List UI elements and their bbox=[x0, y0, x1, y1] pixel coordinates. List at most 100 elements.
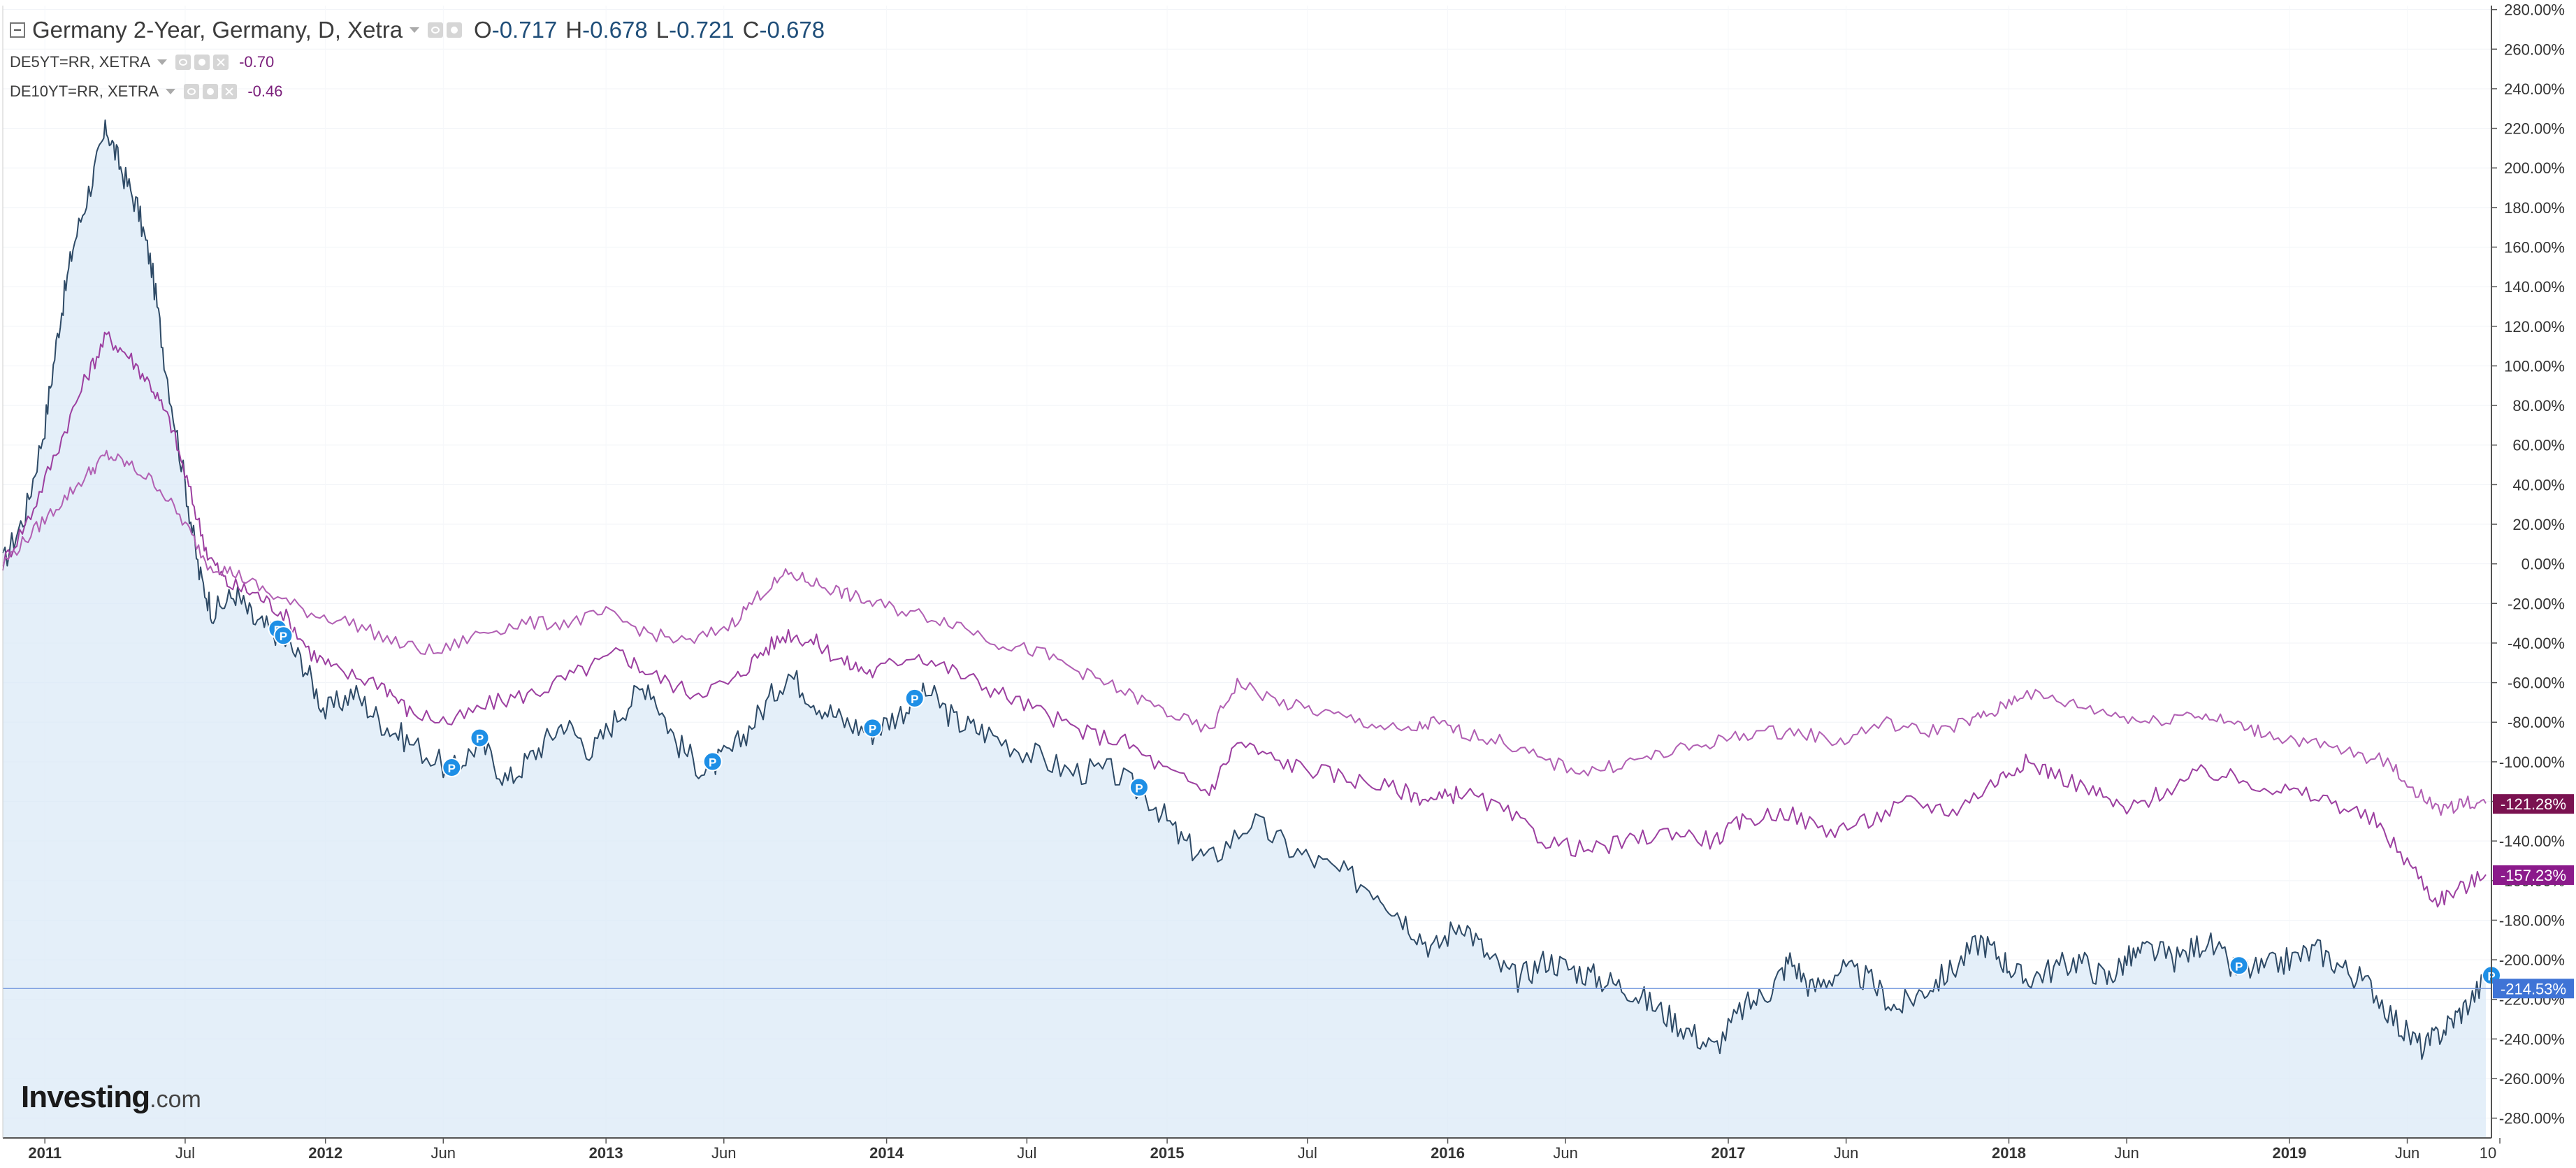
y-tick-label: 260.00% bbox=[2504, 41, 2565, 58]
event-marker[interactable] bbox=[702, 751, 723, 772]
high-value: -0.678 bbox=[582, 17, 648, 43]
y-tick-label: -60.00% bbox=[2508, 675, 2565, 692]
legend-title[interactable]: Germany 2-Year, Germany, D, Xetra bbox=[32, 17, 403, 43]
legend-de5y-label[interactable]: DE5YT=RR, XETRA bbox=[10, 53, 151, 71]
event-markers[interactable]: PPPPPPPPPP bbox=[268, 619, 2501, 986]
chevron-down-icon[interactable] bbox=[410, 27, 420, 33]
legend-de5y-value: -0.70 bbox=[239, 53, 275, 71]
x-tick-label: 2016 bbox=[1431, 1144, 1465, 1162]
y-tick-label: 140.00% bbox=[2504, 278, 2565, 296]
legend-de10y-label[interactable]: DE10YT=RR, XETRA bbox=[10, 82, 159, 100]
y-tick-label: 60.00% bbox=[2512, 437, 2565, 454]
investing-logo[interactable]: Investing.com bbox=[21, 1080, 201, 1115]
y-tick-label: -100.00% bbox=[2499, 754, 2565, 771]
last-value-badge[interactable] bbox=[2493, 865, 2574, 885]
legend-de10y-value: -0.46 bbox=[247, 82, 283, 100]
event-marker[interactable] bbox=[273, 626, 294, 646]
close-value: -0.678 bbox=[759, 17, 825, 43]
event-marker[interactable] bbox=[1129, 777, 1149, 798]
collapse-icon[interactable] bbox=[10, 22, 25, 38]
x-tick-label: Jul bbox=[1017, 1144, 1036, 1162]
gear-icon[interactable] bbox=[203, 84, 219, 99]
chevron-down-icon[interactable] bbox=[166, 89, 176, 94]
y-tick-label: -40.00% bbox=[2508, 635, 2565, 652]
eye-icon[interactable] bbox=[175, 55, 191, 70]
x-tick-label: 2012 bbox=[308, 1144, 342, 1162]
event-marker-label: P bbox=[911, 693, 918, 706]
legend-main-row: Germany 2-Year, Germany, D, Xetra O -0.71… bbox=[10, 13, 825, 48]
event-marker-label: P bbox=[709, 756, 716, 770]
close-icon[interactable] bbox=[222, 84, 238, 99]
event-marker-label: P bbox=[476, 733, 484, 746]
open-key: O bbox=[474, 17, 492, 43]
y-tick-label: -20.00% bbox=[2508, 595, 2565, 612]
y-tick-label: 200.00% bbox=[2504, 159, 2565, 177]
series-line-de5y[interactable] bbox=[2, 331, 2487, 908]
open-value: -0.717 bbox=[491, 17, 558, 43]
chart-legend: Germany 2-Year, Germany, D, Xetra O -0.71… bbox=[10, 13, 825, 106]
high-key: H bbox=[565, 17, 583, 43]
x-tick-label: Jul bbox=[175, 1144, 195, 1162]
series-line-de2y[interactable] bbox=[2, 119, 2487, 1060]
y-tick-label: -280.00% bbox=[2499, 1110, 2565, 1127]
close-icon[interactable] bbox=[213, 55, 229, 70]
y-tick-label: 220.00% bbox=[2504, 120, 2565, 138]
y-tick-label: 120.00% bbox=[2504, 318, 2565, 336]
x-tick-label: Jun bbox=[1553, 1144, 1577, 1162]
last-value-badge[interactable] bbox=[2493, 979, 2574, 999]
event-marker[interactable] bbox=[442, 758, 462, 778]
event-marker-label: P bbox=[1135, 781, 1143, 795]
legend-de5y-row: DE5YT=RR, XETRA -0.70 bbox=[10, 48, 825, 77]
y-tick-label: 240.00% bbox=[2504, 80, 2565, 98]
x-tick-label: 2013 bbox=[589, 1144, 623, 1162]
y-axis[interactable]: 280.00% 260.00% 240.00% 220.00% 200.00% 180.0… bbox=[2491, 1, 2574, 1138]
y-tick-label: 280.00% bbox=[2504, 1, 2565, 19]
last-value-badge[interactable] bbox=[2493, 794, 2574, 814]
y-tick-label: 160.00% bbox=[2504, 239, 2565, 257]
y-tick-label: -260.00% bbox=[2499, 1070, 2565, 1088]
x-tick-label: Jun bbox=[1834, 1144, 1858, 1162]
x-tick-label: 2011 bbox=[28, 1144, 61, 1162]
eye-icon[interactable] bbox=[428, 22, 444, 38]
x-tick-label: 2018 bbox=[1992, 1144, 2026, 1162]
event-marker-label: P bbox=[448, 762, 456, 775]
event-marker[interactable] bbox=[470, 728, 490, 748]
y-tick-label: 40.00% bbox=[2512, 476, 2565, 493]
event-marker-label: P bbox=[869, 722, 876, 735]
gear-icon[interactable] bbox=[447, 22, 463, 38]
series-line-de10y[interactable] bbox=[2, 449, 2487, 816]
x-tick-label: 10 bbox=[2480, 1144, 2496, 1162]
x-tick-label: Jun bbox=[2395, 1144, 2419, 1162]
last-value-badge-text: -121.28% bbox=[2501, 795, 2566, 813]
x-tick-label: 2017 bbox=[1712, 1144, 1746, 1162]
low-value: -0.721 bbox=[669, 17, 735, 43]
event-marker[interactable] bbox=[2229, 956, 2249, 976]
close-key: C bbox=[742, 17, 760, 43]
last-value-badge-text: -157.23% bbox=[2501, 867, 2566, 884]
plot-area[interactable] bbox=[2, 119, 2491, 1138]
y-tick-label: 100.00% bbox=[2504, 357, 2565, 375]
y-tick-label: -180.00% bbox=[2499, 911, 2565, 929]
x-tick-label: Jun bbox=[711, 1144, 736, 1162]
event-marker[interactable] bbox=[904, 688, 925, 708]
logo-brand: Investing bbox=[21, 1080, 150, 1114]
x-tick-label: Jun bbox=[431, 1144, 456, 1162]
last-value-badge-text: -214.53% bbox=[2501, 980, 2566, 997]
y-tick-label: 180.00% bbox=[2504, 199, 2565, 217]
event-marker[interactable] bbox=[862, 718, 883, 738]
event-marker-label: P bbox=[280, 630, 287, 643]
y-tick-label: 20.00% bbox=[2512, 516, 2565, 533]
gear-icon[interactable] bbox=[194, 55, 210, 70]
low-key: L bbox=[656, 17, 670, 43]
y-tick-label: -80.00% bbox=[2508, 714, 2565, 731]
y-tick-label: -140.00% bbox=[2499, 832, 2565, 850]
chevron-down-icon[interactable] bbox=[157, 59, 168, 65]
eye-icon[interactable] bbox=[184, 84, 200, 99]
x-tick-label: 2014 bbox=[869, 1144, 904, 1162]
y-tick-label: -200.00% bbox=[2499, 951, 2565, 969]
y-tick-label: 80.00% bbox=[2512, 397, 2565, 414]
x-axis[interactable]: 2011 Jul 2012 Jun 2013 Jun 2014 Jul 2015 Jul 2016 J… bbox=[2, 6, 2501, 1162]
y-tick-label: -240.00% bbox=[2499, 1030, 2565, 1048]
y-tick-label: 0.00% bbox=[2521, 556, 2565, 573]
